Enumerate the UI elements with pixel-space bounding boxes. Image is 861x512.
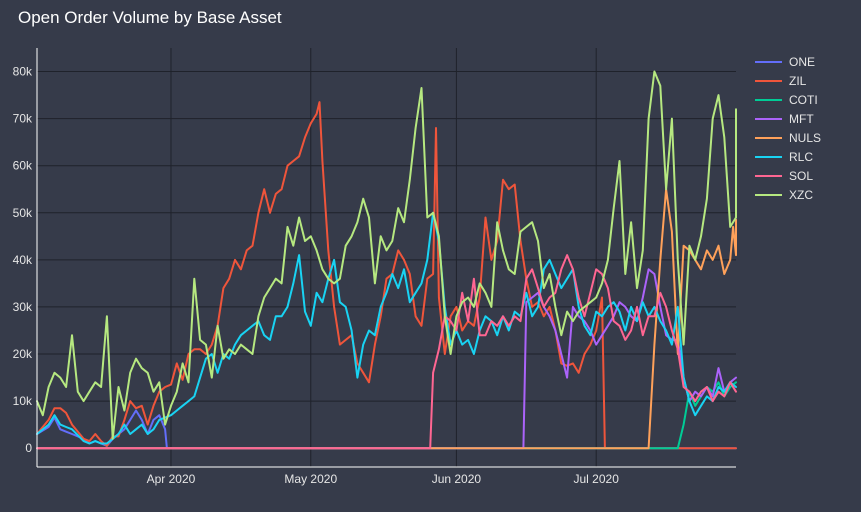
y-tick-label: 60k xyxy=(13,159,33,173)
legend-label: COTI xyxy=(789,93,818,107)
grid-layer xyxy=(37,48,736,467)
series-line-rlc[interactable] xyxy=(36,211,737,445)
x-tick-label: Jul 2020 xyxy=(574,472,620,486)
y-tick-label: 50k xyxy=(13,206,33,220)
plot-area: 0 10k 20k 30k 40k 50k 60k 70k 80k Apr 2020 May 202… xyxy=(13,48,737,486)
y-tick-label: 10k xyxy=(13,394,33,408)
x-tick-label: Jun 2020 xyxy=(432,472,482,486)
y-tick-label: 70k xyxy=(13,112,33,126)
series-line-zil[interactable] xyxy=(36,101,737,450)
y-tick-label: 40k xyxy=(13,253,33,267)
legend-label: SOL xyxy=(789,169,813,183)
series-line-xzc[interactable] xyxy=(36,70,737,440)
legend-item-coti[interactable]: COTI xyxy=(755,93,818,107)
y-tick-label: 80k xyxy=(13,65,33,79)
legend-item-one[interactable]: ONE xyxy=(755,55,815,69)
legend-label: NULS xyxy=(789,131,821,145)
legend-label: ZIL xyxy=(789,74,807,88)
legend-label: ONE xyxy=(789,55,815,69)
legend-item-mft[interactable]: MFT xyxy=(755,112,814,126)
legend-item-zil[interactable]: ZIL xyxy=(755,74,807,88)
legend-item-nuls[interactable]: NULS xyxy=(755,131,821,145)
legend-item-rlc[interactable]: RLC xyxy=(755,150,813,164)
series-line-sol[interactable] xyxy=(36,254,737,450)
legend-label: MFT xyxy=(789,112,814,126)
legend-item-sol[interactable]: SOL xyxy=(755,169,813,183)
y-tick-label: 30k xyxy=(13,300,33,314)
y-tick-label: 0 xyxy=(25,441,32,455)
x-tick-label: Apr 2020 xyxy=(147,472,196,486)
legend-label: XZC xyxy=(789,188,813,202)
series-layer xyxy=(36,70,737,450)
legend[interactable]: ONE ZIL COTI MFT NULS RLC SOL XZC xyxy=(755,55,821,202)
legend-label: RLC xyxy=(789,150,813,164)
axis-layer: 0 10k 20k 30k 40k 50k 60k 70k 80k Apr 2020 May 202… xyxy=(13,48,736,486)
legend-item-xzc[interactable]: XZC xyxy=(755,188,813,202)
chart-title: Open Order Volume by Base Asset xyxy=(18,8,282,27)
x-tick-label: May 2020 xyxy=(284,472,337,486)
y-tick-label: 20k xyxy=(13,347,33,361)
